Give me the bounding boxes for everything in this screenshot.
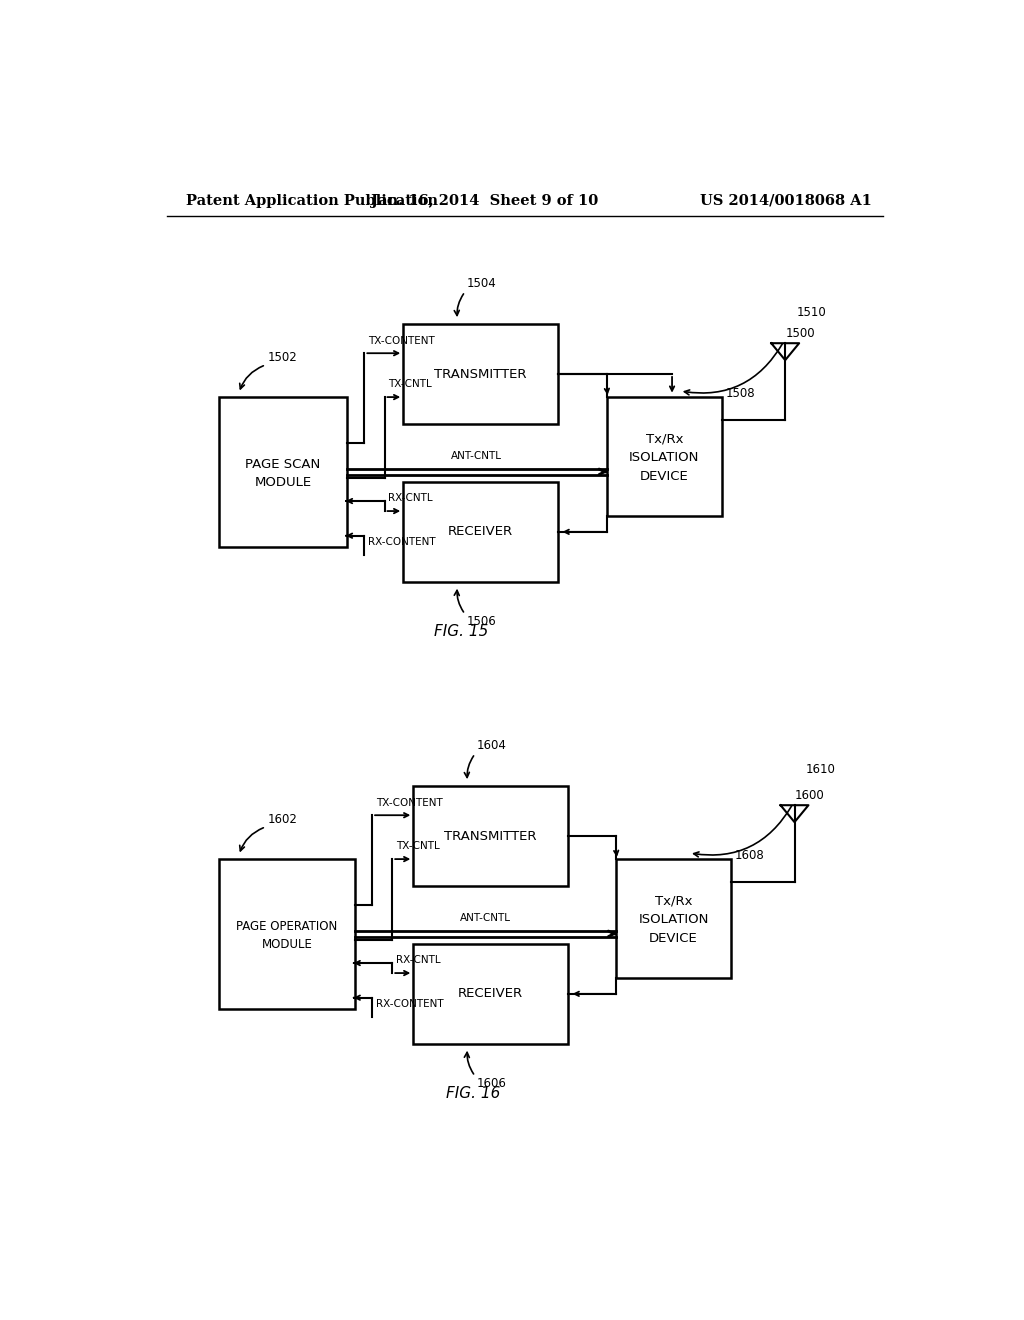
Text: 1504: 1504 bbox=[467, 277, 497, 290]
Text: MODULE: MODULE bbox=[254, 477, 311, 490]
Bar bbox=[414, 785, 568, 886]
Bar bbox=[607, 397, 722, 516]
Bar bbox=[403, 323, 558, 424]
Text: Tx/Rx: Tx/Rx bbox=[645, 433, 683, 446]
Text: 1600: 1600 bbox=[795, 789, 824, 803]
Bar bbox=[403, 482, 558, 582]
Text: TX-CONTENT: TX-CONTENT bbox=[369, 335, 435, 346]
Text: RECEIVER: RECEIVER bbox=[458, 987, 523, 1001]
Text: Tx/Rx: Tx/Rx bbox=[655, 895, 692, 908]
Text: RX-CNTL: RX-CNTL bbox=[396, 956, 440, 965]
Text: ANT-CNTL: ANT-CNTL bbox=[460, 913, 511, 923]
Text: ISOLATION: ISOLATION bbox=[638, 913, 709, 927]
Text: 1506: 1506 bbox=[467, 615, 497, 628]
Text: FIG. 16: FIG. 16 bbox=[445, 1086, 500, 1101]
Bar bbox=[414, 944, 568, 1044]
Text: TX-CNTL: TX-CNTL bbox=[396, 841, 440, 851]
Text: Jan. 16, 2014  Sheet 9 of 10: Jan. 16, 2014 Sheet 9 of 10 bbox=[371, 194, 598, 207]
Text: RX-CONTENT: RX-CONTENT bbox=[369, 537, 436, 548]
Bar bbox=[616, 859, 731, 978]
Text: 1606: 1606 bbox=[477, 1077, 507, 1090]
Text: ANT-CNTL: ANT-CNTL bbox=[452, 451, 502, 461]
Text: 1602: 1602 bbox=[267, 813, 297, 825]
Text: FIG. 15: FIG. 15 bbox=[434, 624, 488, 639]
Text: 1502: 1502 bbox=[267, 351, 297, 363]
Text: 1508: 1508 bbox=[726, 387, 755, 400]
Text: TRANSMITTER: TRANSMITTER bbox=[444, 829, 537, 842]
Text: DEVICE: DEVICE bbox=[649, 932, 698, 945]
Text: Patent Application Publication: Patent Application Publication bbox=[186, 194, 438, 207]
Text: MODULE: MODULE bbox=[261, 939, 312, 952]
Text: 1500: 1500 bbox=[785, 327, 815, 341]
Text: ISOLATION: ISOLATION bbox=[629, 451, 699, 465]
Text: RECEIVER: RECEIVER bbox=[449, 525, 513, 539]
Text: 1510: 1510 bbox=[797, 306, 826, 319]
Text: 1604: 1604 bbox=[477, 739, 507, 752]
Text: TX-CONTENT: TX-CONTENT bbox=[376, 797, 442, 808]
Bar bbox=[219, 397, 347, 548]
Text: RX-CONTENT: RX-CONTENT bbox=[376, 999, 443, 1010]
Text: PAGE SCAN: PAGE SCAN bbox=[246, 458, 321, 471]
Text: RX-CNTL: RX-CNTL bbox=[388, 494, 433, 503]
Text: 1608: 1608 bbox=[735, 849, 765, 862]
Bar bbox=[219, 859, 355, 1010]
Text: TRANSMITTER: TRANSMITTER bbox=[434, 367, 527, 380]
Text: 1610: 1610 bbox=[806, 763, 836, 776]
Text: PAGE OPERATION: PAGE OPERATION bbox=[237, 920, 338, 933]
Text: TX-CNTL: TX-CNTL bbox=[388, 379, 432, 389]
Text: US 2014/0018068 A1: US 2014/0018068 A1 bbox=[700, 194, 872, 207]
Text: DEVICE: DEVICE bbox=[640, 470, 689, 483]
